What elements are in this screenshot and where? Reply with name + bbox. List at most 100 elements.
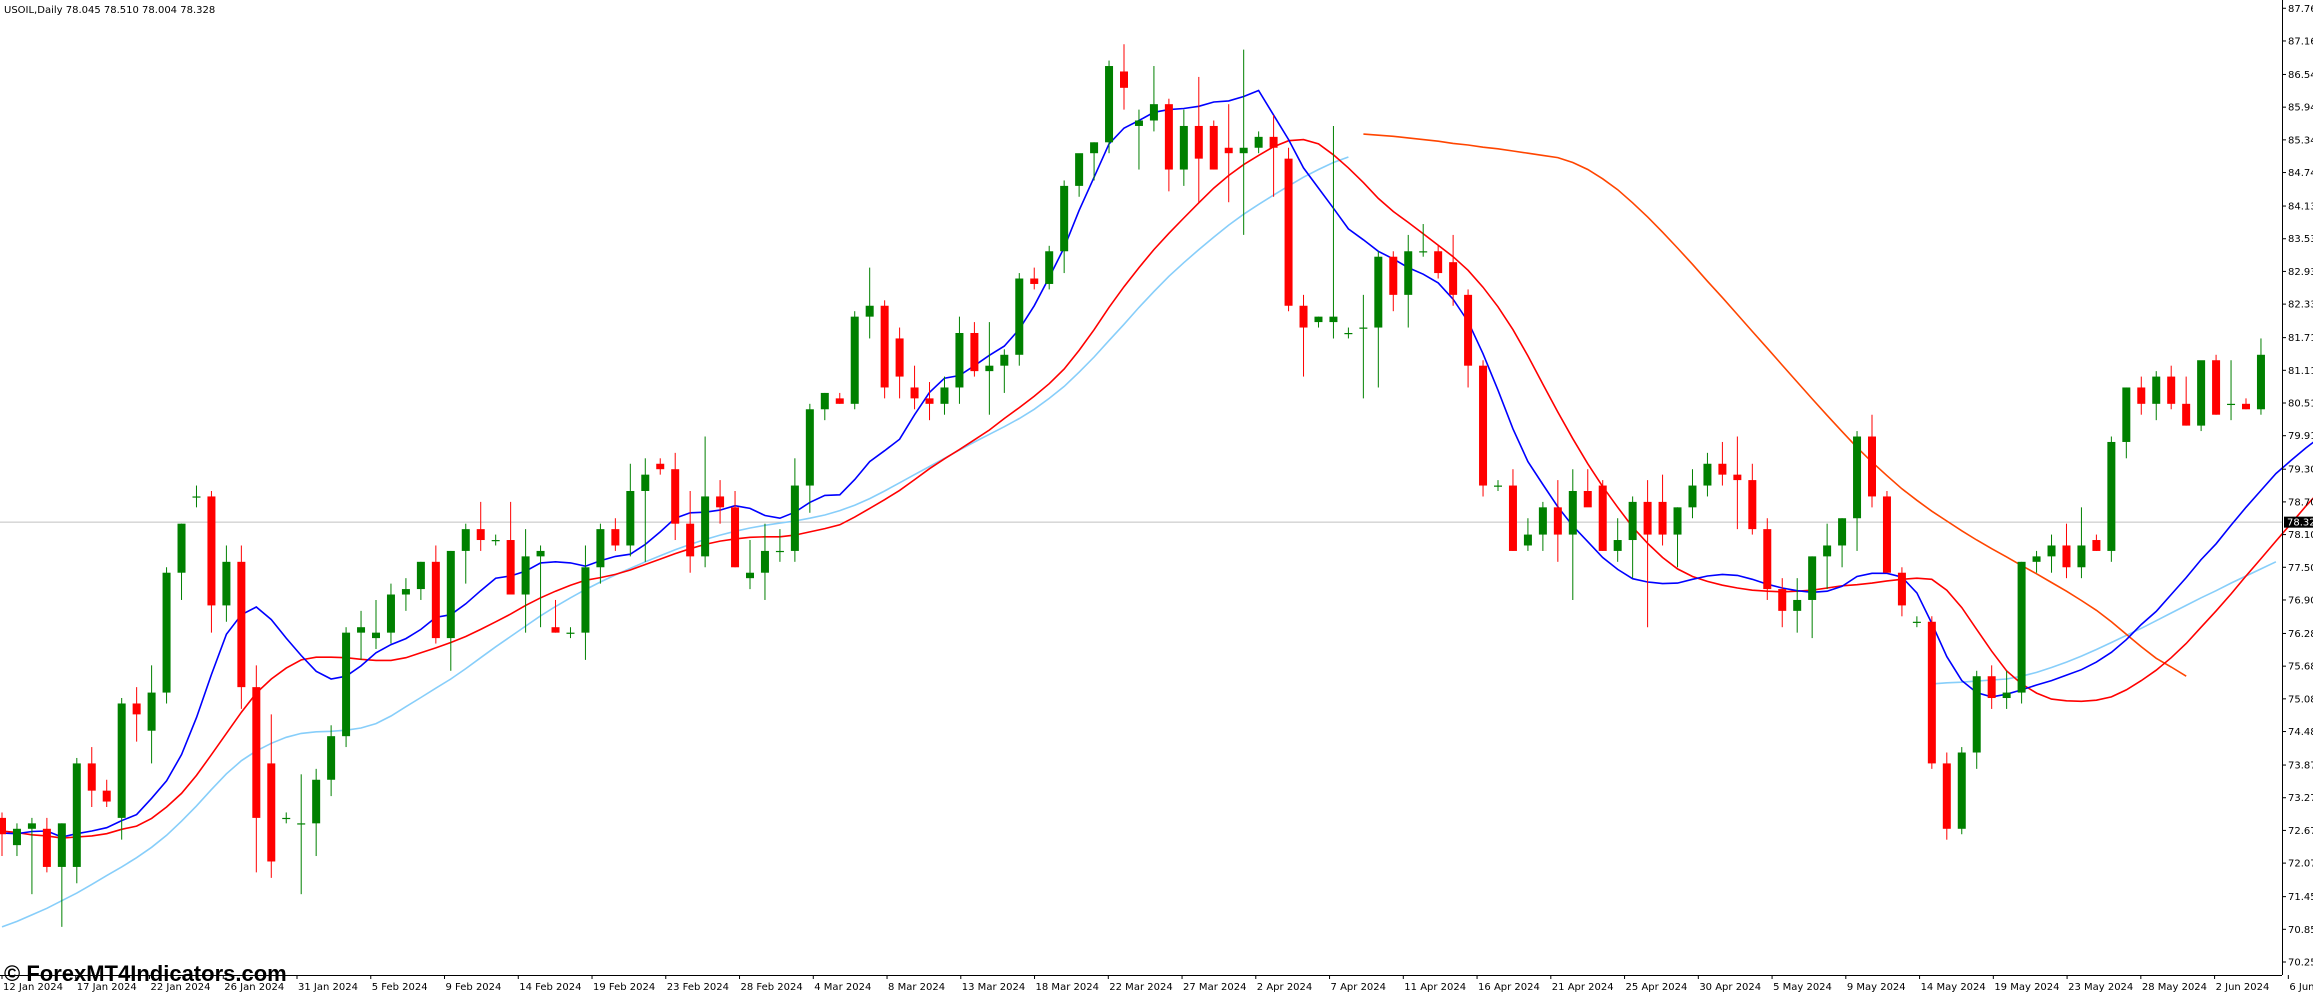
candle-body-bull [1149, 104, 1158, 121]
candle-body-bear [686, 523, 695, 557]
candle [1494, 480, 1502, 491]
candle [925, 382, 934, 421]
candle-body-bear [2212, 360, 2221, 415]
candle-body-bull [865, 305, 874, 317]
candle-body-bear [2062, 545, 2071, 568]
candle [222, 545, 231, 622]
candle [2197, 360, 2206, 432]
candle [2256, 338, 2265, 415]
time-tick-label: 14 May 2024 [1921, 982, 1986, 993]
candle-body-bear [1718, 463, 1727, 475]
price-tick-label: 77.500 [2288, 563, 2313, 574]
candle-body-bear [656, 463, 665, 470]
candle [1718, 441, 1727, 486]
candle [626, 463, 635, 557]
candle-body-bull [2047, 545, 2056, 557]
candle-body-bull [1494, 485, 1502, 487]
price-tick-label: 82.930 [2288, 267, 2313, 278]
price-tick-label: 79.300 [2288, 465, 2313, 476]
time-tick-label: 16 Apr 2024 [1478, 982, 1540, 993]
candle-body-bear [237, 561, 246, 688]
candle [1449, 234, 1458, 306]
time-tick-label: 9 Feb 2024 [446, 982, 502, 993]
candle [1853, 431, 1862, 551]
candle-body-bull [327, 736, 336, 780]
candle [790, 458, 799, 562]
candle-body-bull [1808, 556, 1817, 600]
time-axis[interactable]: 12 Jan 2024 17 Jan 2024 22 Jan 2024 26 Jan … [1, 975, 2313, 993]
price-tick-label: 81.715 [2288, 333, 2313, 344]
candle [1329, 125, 1338, 339]
candle [2077, 507, 2086, 579]
candle-body-bull [1060, 185, 1069, 252]
candle [686, 490, 695, 573]
candle [805, 403, 814, 513]
candle [671, 452, 680, 541]
candle-body-bull [1254, 136, 1263, 148]
time-tick-label: 22 Mar 2024 [1109, 982, 1172, 993]
candle [117, 698, 126, 840]
candle-body-bull [117, 703, 126, 818]
candle-body-bull [2122, 387, 2131, 442]
candle [2092, 534, 2101, 551]
candle [87, 747, 96, 807]
candle-body-bear [671, 469, 680, 524]
price-axis[interactable]: 87.760 87.160 86.545 85.945 85.345 84.745 84.1… [2282, 4, 2313, 969]
candle [1224, 104, 1233, 203]
candle [521, 529, 530, 633]
watermark-text: © ForexMT4Indicators.com [4, 961, 287, 986]
candle-body-bear [1733, 474, 1742, 481]
candle-body-bear [42, 828, 51, 867]
candle [192, 485, 201, 508]
candle-body-bear [1748, 480, 1757, 530]
candle-body-bull [461, 529, 470, 551]
time-tick-label: 21 Apr 2024 [1552, 982, 1614, 993]
candle-body-bull [1374, 256, 1383, 328]
candle-body-bull [955, 332, 964, 388]
candle [2032, 550, 2041, 573]
candle [386, 583, 395, 644]
candle-body-bear [0, 817, 6, 835]
price-tick-label: 70.255 [2288, 958, 2313, 969]
candle [1538, 501, 1547, 551]
candle-body-bear [1778, 589, 1787, 611]
candle-body-bull [12, 828, 21, 846]
time-tick-label: 2 Jun 2024 [2216, 982, 2270, 993]
candle-body-bull [1105, 66, 1114, 143]
candle [566, 627, 575, 639]
candle-body-bear [2167, 376, 2176, 404]
candle [955, 316, 964, 404]
candle [551, 599, 560, 633]
candle [880, 300, 889, 399]
candle-body-bear [1434, 251, 1443, 274]
candle [1434, 245, 1443, 279]
candle-body-bull [297, 823, 306, 825]
candle [1134, 109, 1143, 170]
candle [701, 436, 710, 568]
candle [835, 392, 844, 404]
symbol-info: USOIL,Daily 78.045 78.510 78.004 78.328 [4, 5, 215, 16]
candle [1523, 518, 1532, 551]
candle [282, 812, 291, 824]
candle [357, 610, 366, 660]
candle-body-bear [1030, 278, 1039, 284]
time-tick-label: 25 Apr 2024 [1626, 982, 1688, 993]
candle [1149, 66, 1158, 132]
candle-body-bull [940, 387, 949, 404]
price-tick-label: 78.100 [2288, 530, 2313, 541]
candle [1793, 578, 1802, 633]
candle-body-bear [252, 687, 261, 818]
candle [1030, 267, 1039, 290]
price-tick-label: 74.485 [2288, 727, 2313, 738]
price-tick-label: 87.160 [2288, 36, 2313, 47]
candle-body-bull [1793, 599, 1802, 611]
price-tick-label: 87.760 [2288, 4, 2313, 15]
candle [2167, 365, 2176, 410]
price-tick-label: 73.270 [2288, 793, 2313, 804]
candle-body-bear [431, 561, 440, 639]
candle-body-bull [626, 490, 635, 546]
candle [2107, 436, 2116, 562]
